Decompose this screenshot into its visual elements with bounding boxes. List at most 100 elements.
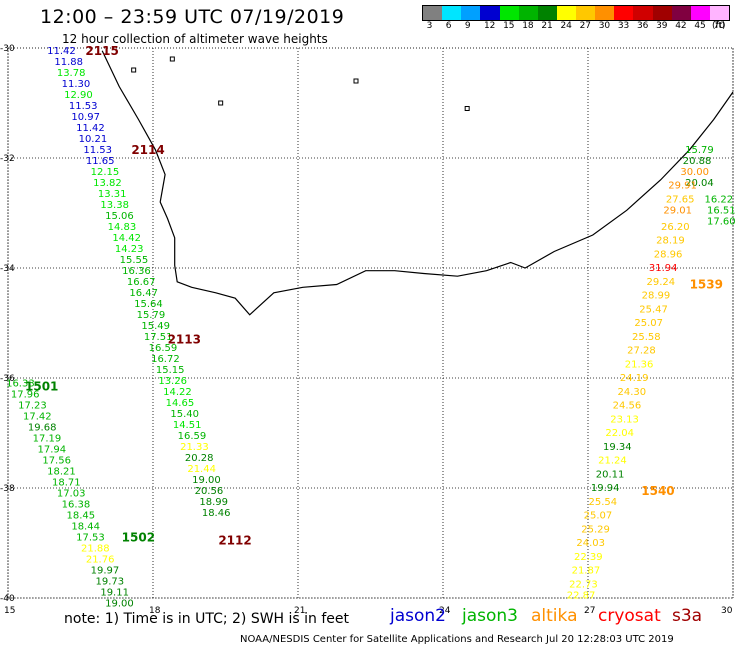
wave-height-value: 29.91	[668, 181, 697, 192]
legend-swatch	[518, 6, 538, 20]
wave-height-value: 11.65	[86, 156, 115, 167]
wave-height-value: 21.76	[86, 555, 115, 566]
wave-height-value: 10.97	[71, 112, 100, 123]
wave-height-value: 16.67	[127, 277, 156, 288]
wave-height-value: 22.87	[567, 590, 596, 601]
wave-height-value: 28.99	[642, 291, 671, 302]
wave-height-value: 13.38	[100, 200, 129, 211]
wave-height-value: 14.22	[163, 387, 192, 398]
wave-height-value: 16.38	[62, 500, 91, 511]
wave-height-value: 19.94	[591, 483, 620, 494]
wave-height-value: 16.36	[122, 266, 151, 277]
legend-label: 6	[445, 21, 452, 31]
wave-height-value: 27.28	[627, 346, 656, 357]
wave-height-value: 16.51	[707, 205, 736, 216]
wave-height-value: 18.21	[47, 467, 76, 478]
legend-label: 36	[636, 21, 649, 31]
footer-note: note: 1) Time is in UTC; 2) SWH is in fe…	[64, 611, 350, 627]
wave-height-value: 16.59	[149, 343, 178, 354]
wave-height-value: 19.73	[96, 577, 125, 588]
altimeter-measurements: 11.4211.8813.7811.3012.9011.5310.9711.42…	[6, 46, 736, 610]
wave-height-value: 24.30	[618, 387, 647, 398]
wave-height-value: 12.90	[64, 90, 93, 101]
lat-tick-label: -40	[0, 594, 15, 604]
wave-height-value: 11.53	[69, 101, 98, 112]
wave-height-value: 29.24	[647, 277, 676, 288]
map-subtitle: 12 hour collection of altimeter wave hei…	[62, 32, 328, 46]
legend-label: 45	[694, 21, 706, 31]
legend-swatch	[614, 6, 634, 20]
wave-height-value: 13.78	[57, 68, 86, 79]
wave-height-value: 19.68	[28, 423, 57, 434]
satellite-s3a: s3a	[672, 606, 703, 626]
wave-height-value: 16.47	[129, 288, 158, 299]
wave-height-value: 15.06	[105, 211, 134, 222]
orbit-number-label: 1539	[690, 278, 723, 292]
wave-height-value: 21.36	[625, 359, 654, 370]
wave-height-value: 14.65	[166, 398, 195, 409]
wave-height-value: 14.23	[115, 244, 144, 255]
lon-tick-label: 21	[294, 606, 305, 616]
wave-height-value: 25.47	[639, 304, 668, 315]
wave-height-value: 24.56	[613, 401, 642, 412]
satellite-jason3: jason3	[462, 606, 518, 626]
legend-swatch	[499, 6, 519, 20]
color-legend-bar	[422, 5, 730, 21]
wave-height-value: 21.44	[187, 464, 216, 475]
wave-height-value: 20.88	[683, 156, 712, 167]
wave-height-value: 11.42	[47, 46, 76, 57]
inland-feature	[131, 67, 137, 73]
wave-height-value: 17.23	[18, 401, 47, 412]
wave-height-value: 18.45	[67, 511, 96, 522]
wave-height-value: 25.07	[634, 318, 663, 329]
lat-tick-label: -32	[0, 154, 15, 164]
legend-label: 3	[426, 21, 433, 31]
coastline	[101, 50, 734, 316]
wave-height-value: 24.19	[620, 373, 649, 384]
wave-height-value: 14.51	[173, 420, 202, 431]
wave-height-value: 17.94	[38, 445, 67, 456]
satellite-jason2: jason2	[390, 606, 446, 626]
wave-height-value: 19.11	[100, 588, 129, 599]
legend-label: 24	[560, 21, 572, 31]
wave-height-value: 17.19	[33, 434, 62, 445]
inland-feature	[169, 56, 175, 62]
orbit-number-label: 2112	[218, 533, 251, 547]
legend-label: 18	[522, 21, 534, 31]
orbit-number-label: 2113	[168, 333, 201, 347]
wave-height-value: 13.26	[158, 376, 187, 387]
legend-label: 27	[579, 21, 592, 31]
wave-height-value: 15.79	[137, 310, 166, 321]
wave-height-value: 25.29	[581, 524, 610, 535]
legend-label: 70	[713, 21, 725, 31]
legend-label: 39	[656, 21, 668, 31]
wave-height-value: 27.65	[666, 194, 695, 205]
orbit-number-label: 1501	[25, 379, 58, 393]
legend-swatch	[442, 6, 462, 20]
lat-tick-label: -34	[0, 264, 15, 274]
map-frame	[7, 47, 734, 599]
legend-label: 15	[503, 21, 515, 31]
legend-swatch	[461, 6, 481, 20]
legend-label: 9	[464, 21, 471, 31]
orbit-track-labels: 2115 2114 2113 2112 1501 1502 1539 1540	[25, 44, 723, 548]
wave-height-value: 17.53	[76, 533, 105, 544]
legend-label: 33	[617, 21, 630, 31]
lat-tick-label: -36	[0, 374, 15, 384]
wave-height-value: 17.51	[144, 332, 173, 343]
inland-feature	[464, 106, 470, 111]
wave-height-value: 17.96	[11, 390, 40, 401]
wave-height-value: 16.59	[178, 431, 207, 442]
wave-height-value: 15.15	[156, 365, 185, 376]
legend-label: 12	[483, 21, 496, 31]
wave-height-value: 11.42	[76, 123, 105, 134]
wave-height-value: 18.44	[71, 522, 100, 533]
wave-height-value: 23.13	[610, 414, 639, 425]
lon-tick-label: 30	[721, 606, 733, 616]
wave-height-value: 31.94	[649, 263, 678, 274]
wave-height-value: 17.42	[23, 412, 52, 423]
legend-swatch	[652, 6, 672, 20]
wave-height-value: 15.64	[134, 299, 163, 310]
wave-height-value: 19.00	[105, 599, 134, 610]
wave-height-value: 16.72	[151, 354, 180, 365]
